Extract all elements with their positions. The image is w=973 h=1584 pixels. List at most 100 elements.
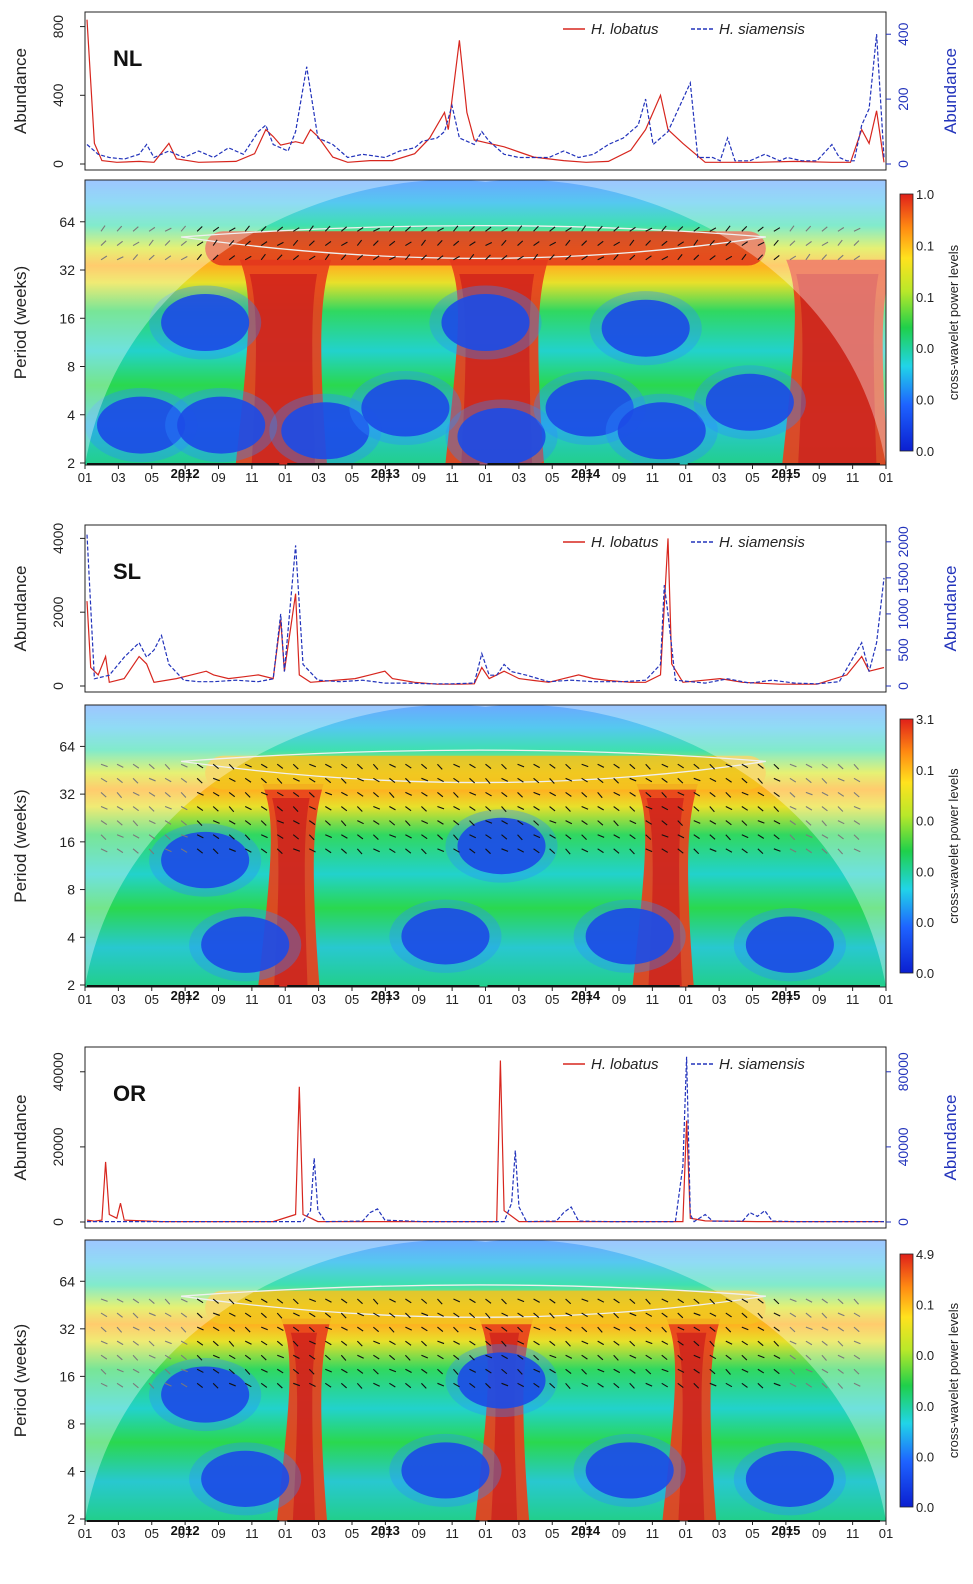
- legend-label-siamensis: H. siamensis: [719, 534, 805, 551]
- phase-arrow: [469, 848, 476, 854]
- phase-arrow: [597, 1326, 603, 1333]
- phase-arrow: [805, 1382, 813, 1388]
- phase-arrow: [148, 806, 155, 812]
- phase-arrow: [357, 1354, 364, 1359]
- phase-arrow: [469, 1312, 476, 1319]
- phase-arrow: [661, 1326, 667, 1333]
- phase-arrow: [517, 848, 524, 853]
- phase-arrow: [100, 1368, 107, 1375]
- phase-arrow: [164, 777, 172, 783]
- phase-arrow: [180, 240, 187, 246]
- phase-arrow: [228, 848, 236, 852]
- phase-arrow: [148, 239, 154, 246]
- month-tick-label: 01: [478, 992, 492, 1007]
- y-left-tick-label: 0: [50, 682, 66, 690]
- phase-arrow: [196, 1326, 204, 1331]
- phase-arrow: [789, 806, 797, 810]
- phase-arrow: [597, 820, 604, 826]
- phase-arrow: [485, 254, 491, 261]
- phase-arrow: [389, 1368, 397, 1373]
- phase-arrow: [645, 1312, 653, 1317]
- phase-arrow: [212, 239, 218, 246]
- phase-arrow: [565, 1382, 571, 1389]
- phase-arrow: [132, 1354, 139, 1361]
- phase-arrow: [212, 1298, 219, 1304]
- phase-arrow: [469, 791, 477, 796]
- phase-arrow: [741, 241, 748, 247]
- phase-arrow: [789, 240, 796, 246]
- phase-arrow: [228, 834, 235, 840]
- phase-arrow: [693, 763, 700, 770]
- low-power-halo: [573, 1433, 686, 1507]
- phase-arrow: [485, 226, 492, 232]
- colorbar-tick-label: 3.1: [916, 712, 934, 727]
- phase-arrow: [132, 1326, 140, 1331]
- phase-arrows: [100, 225, 861, 261]
- phase-arrow: [549, 1382, 556, 1389]
- phase-arrow: [357, 791, 364, 797]
- phase-arrow: [805, 791, 813, 796]
- phase-arrow: [565, 1298, 572, 1305]
- phase-arrow: [773, 254, 780, 261]
- phase-arrow: [709, 806, 715, 813]
- phase-arrow: [629, 1312, 637, 1317]
- phase-arrow: [485, 834, 492, 839]
- low-power-halo: [445, 809, 558, 883]
- phase-arrow: [773, 1298, 780, 1305]
- phase-arrow: [821, 1354, 827, 1361]
- phase-arrow: [773, 1312, 781, 1317]
- phase-arrow: [757, 848, 764, 854]
- phase-arrow: [228, 1368, 235, 1375]
- phase-arrow: [357, 1326, 364, 1332]
- low-power-blob: [361, 379, 450, 437]
- phase-arrow: [469, 226, 475, 232]
- month-tick-label: 09: [612, 992, 626, 1007]
- phase-arrow: [549, 834, 556, 839]
- phase-arrow: [292, 763, 299, 770]
- phase-arrow: [180, 256, 188, 261]
- phase-arrow: [629, 1326, 636, 1332]
- phase-arrow: [805, 225, 812, 232]
- phase-arrow: [709, 255, 716, 261]
- month-tick-label: 11: [646, 992, 660, 1007]
- phase-arrow: [469, 777, 476, 784]
- phase-arrow: [132, 1368, 140, 1374]
- phase-arrow: [741, 225, 748, 232]
- low-power-blob: [281, 402, 370, 460]
- phase-arrow: [581, 763, 589, 768]
- low-power-blob: [97, 396, 186, 454]
- y-right-tick-label: 400: [895, 22, 911, 46]
- phase-arrow: [581, 806, 589, 810]
- colorbar-tick-label: 0.0: [916, 864, 934, 879]
- phase-arrow: [437, 806, 445, 810]
- phase-arrow: [789, 1326, 796, 1333]
- phase-arrow: [645, 806, 653, 810]
- phase-arrow: [453, 792, 459, 798]
- phase-arrow: [437, 240, 443, 246]
- phase-arrow: [757, 820, 765, 824]
- phase-arrow: [164, 1326, 171, 1333]
- phase-arrow: [485, 777, 491, 784]
- phase-arrow: [357, 1368, 364, 1374]
- phase-arrow: [228, 227, 236, 232]
- phase-arrow: [293, 820, 300, 825]
- phase-arrow: [148, 820, 156, 825]
- phase-arrow: [485, 1382, 491, 1389]
- phase-arrow: [517, 1298, 525, 1303]
- phase-arrow: [372, 240, 379, 246]
- phase-arrow: [116, 848, 124, 854]
- low-power-blob: [457, 1352, 546, 1409]
- phase-arrow: [821, 763, 828, 769]
- phase-arrow: [100, 848, 108, 853]
- phase-arrow: [324, 820, 331, 826]
- phase-arrow: [725, 848, 733, 853]
- phase-arrow: [837, 1340, 844, 1347]
- phase-arrow: [212, 820, 220, 824]
- phase-arrow: [693, 1368, 700, 1374]
- phase-arrow: [501, 777, 509, 782]
- phase-arrow: [116, 820, 123, 826]
- phase-arrow: [100, 240, 107, 246]
- phase-arrow: [116, 225, 123, 232]
- phase-arrow: [196, 791, 204, 796]
- phase-arrow: [212, 806, 219, 812]
